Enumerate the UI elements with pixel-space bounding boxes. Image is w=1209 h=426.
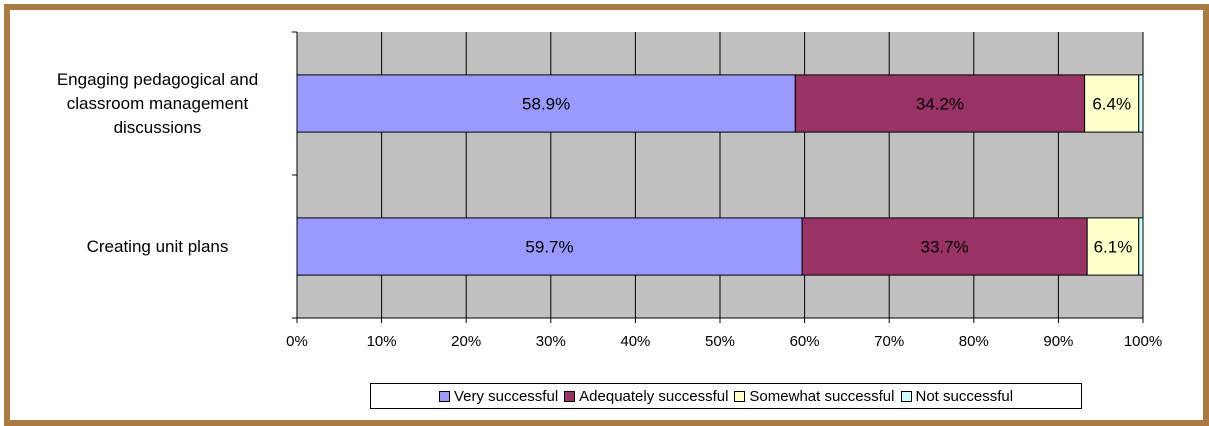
- data-label: 59.7%: [525, 238, 573, 257]
- bar-segment: [801, 217, 1088, 276]
- category-label: Engaging pedagogical and classroom manage…: [30, 68, 285, 140]
- legend-swatch: [438, 390, 450, 402]
- category-label-line: classroom management: [66, 93, 249, 113]
- legend-label: Not successful: [915, 387, 1014, 405]
- chart-legend: Very successful Adequately successful Some…: [370, 383, 1082, 409]
- category-label: Creating unit plans: [30, 235, 285, 259]
- data-label: 6.4%: [1092, 95, 1131, 114]
- x-tick-label: 40%: [620, 333, 650, 350]
- stacked-bar-chart: 0% 10% 20% 30% 40% 50% 60% 70% 80% 90% 100% 58.9% 34…: [286, 31, 1162, 350]
- x-tick-label: 0%: [286, 333, 308, 350]
- bar-segment: [1084, 74, 1140, 133]
- legend-item: Adequately successful: [564, 388, 728, 405]
- x-tick-label: 60%: [790, 333, 820, 350]
- legend-item: Very successful: [438, 387, 559, 405]
- data-label: 6.1%: [1094, 238, 1133, 257]
- category-label-line: discussions: [113, 117, 202, 137]
- bar-segment: [296, 217, 803, 276]
- x-tick-label: 70%: [874, 333, 904, 350]
- x-tick-label: 50%: [705, 333, 735, 350]
- data-label: 33.7%: [921, 238, 969, 257]
- data-label: 58.9%: [522, 95, 570, 114]
- bar-segment: [1138, 74, 1144, 133]
- category-label-line: Engaging pedagogical and: [56, 69, 259, 89]
- legend-item: Not successful: [900, 387, 1014, 405]
- x-tick-label: 30%: [536, 333, 566, 350]
- x-tick-label: 90%: [1043, 333, 1073, 350]
- chart-frame: 0% 10% 20% 30% 40% 50% 60% 70% 80% 90% 100% 58.9% 34…: [4, 4, 1209, 426]
- x-tick-label: 10%: [367, 333, 397, 350]
- bar-segment: [794, 74, 1086, 133]
- legend-label: Adequately successful: [579, 387, 729, 405]
- x-tick-label: 80%: [959, 333, 989, 350]
- category-label-line: Creating unit plans: [86, 236, 229, 256]
- x-tick-label: 100%: [1124, 333, 1162, 350]
- bar-segment: [1138, 217, 1144, 276]
- data-label: 34.2%: [916, 95, 964, 114]
- bar-segment: [296, 74, 796, 133]
- x-tick-label: 20%: [451, 333, 481, 350]
- legend-swatch: [900, 390, 912, 402]
- legend-swatch: [734, 390, 746, 402]
- legend-item: Somewhat successful: [734, 387, 895, 405]
- legend-label: Somewhat successful: [749, 387, 895, 405]
- legend-label: Very successful: [453, 387, 559, 405]
- legend-swatch: [564, 390, 576, 402]
